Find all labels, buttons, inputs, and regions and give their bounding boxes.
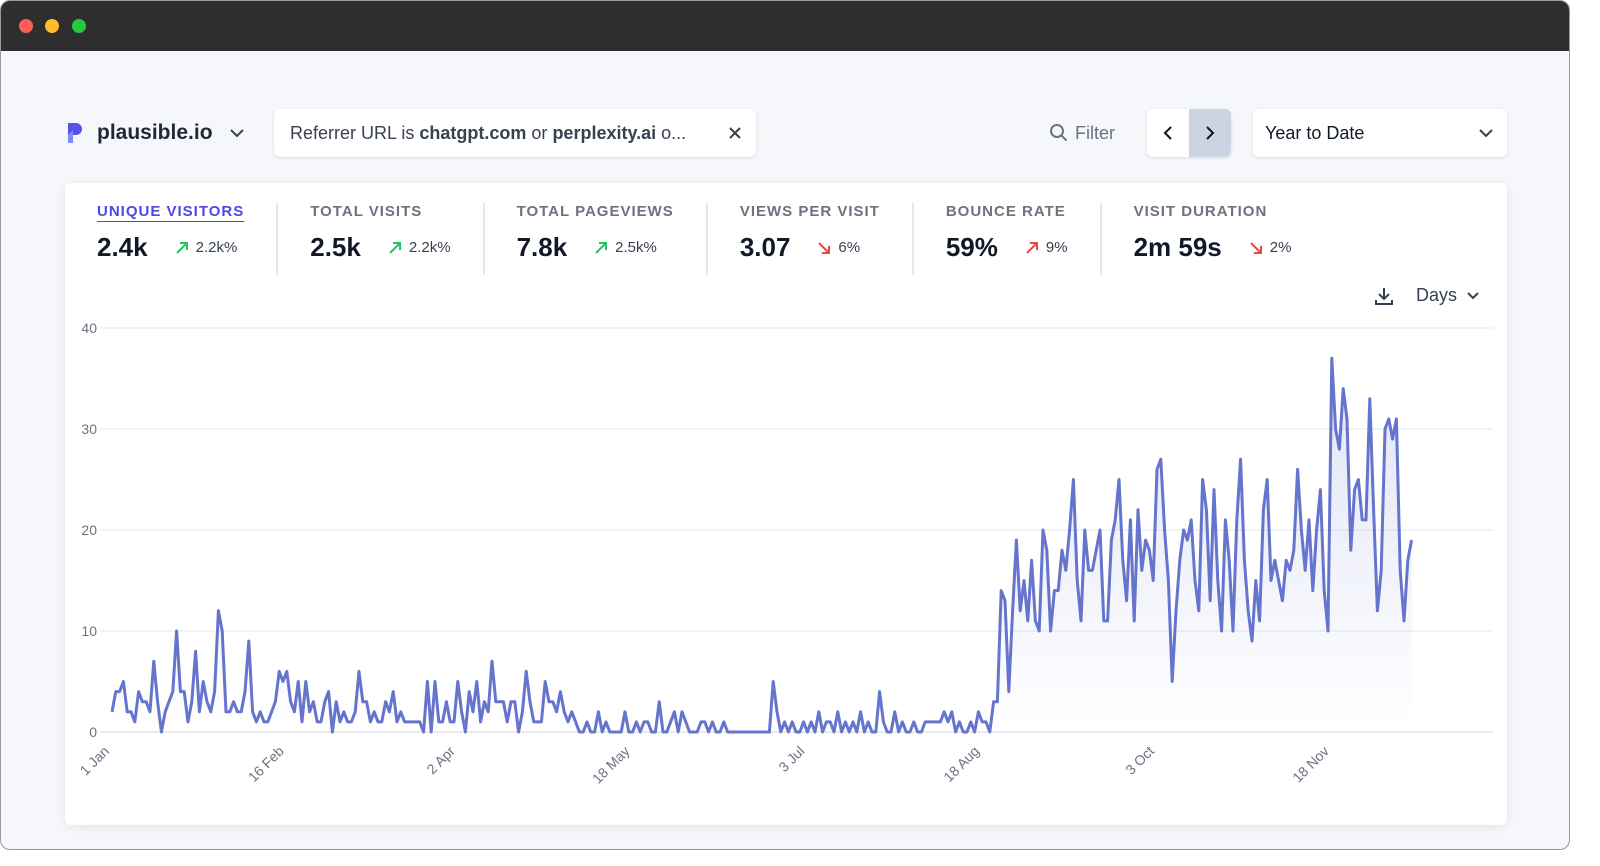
trend-arrow [818, 241, 831, 254]
metric[interactable]: TOTAL VISITS 2.5k 2.2k% [276, 203, 482, 275]
site-picker[interactable]: plausible.io [65, 109, 247, 157]
prev-icon [1163, 126, 1172, 140]
trend-arrow [389, 241, 401, 254]
arrow [595, 241, 608, 254]
metric[interactable]: VISIT DURATION 2m 59s 2% [1099, 203, 1324, 275]
metric-change: 2.5k% [593, 239, 657, 256]
change-value: 9% [1045, 239, 1068, 256]
x-tick-label: 18 Aug [940, 743, 982, 785]
site-name: plausible.io [97, 121, 213, 144]
period-picker[interactable]: Year to Date [1253, 109, 1507, 157]
x-tick-label: 1 Jan [77, 743, 113, 779]
logo [68, 123, 82, 143]
chevron [1467, 291, 1479, 299]
metric-label: TOTAL VISITS [310, 203, 423, 220]
arrow [1026, 241, 1038, 254]
title-bar [1, 1, 1569, 51]
arrow [818, 241, 831, 254]
interval-row: Days [1374, 285, 1481, 306]
next-icon [1206, 126, 1215, 140]
metrics: UNIQUE VISITORS 2.4k 2.2k% TOTAL VISITS 2.5k… [97, 203, 1323, 275]
metric-row: 3.07 6% [740, 232, 880, 263]
area [112, 358, 1412, 732]
metric-label: TOTAL PAGEVIEWS [516, 203, 674, 220]
filter-pill[interactable]: Referrer URL is chatgpt.com or perplexit… [274, 109, 756, 157]
y-tick-label: 30 [81, 421, 97, 437]
change-value: 2.2k% [195, 239, 238, 256]
next[interactable] [1189, 109, 1231, 157]
metric-value: 2.5k [310, 232, 361, 262]
remove-filter[interactable] [728, 126, 742, 140]
filter-text: Referrer URL is [290, 122, 415, 143]
minimize[interactable] [45, 19, 59, 33]
metric-change: 2% [1248, 239, 1292, 256]
prev[interactable] [1147, 109, 1189, 157]
period: Year to Date [1265, 122, 1365, 143]
metric-change: 2.2k% [174, 239, 238, 256]
metric-label: UNIQUE VISITORS [97, 203, 245, 220]
download[interactable] [1374, 286, 1394, 306]
change-value: 2% [1269, 239, 1292, 256]
y-tick-label: 20 [81, 522, 97, 538]
change-value: 6% [838, 239, 861, 256]
metric[interactable]: UNIQUE VISITORS 2.4k 2.2k% [97, 203, 276, 275]
interval[interactable]: Days [1415, 285, 1457, 305]
period-arrows [1147, 109, 1231, 157]
line [110, 356, 1414, 734]
metric-label: BOUNCE RATE [945, 203, 1066, 220]
arrow [1250, 241, 1262, 254]
chevron [229, 129, 244, 138]
change-value: 2.5k% [615, 239, 657, 256]
y-tick-label: 40 [81, 320, 97, 336]
search-icon [1050, 124, 1068, 142]
metric-row: 59% 9% [946, 232, 1068, 263]
metric-row: 2m 59s 2% [1134, 232, 1292, 263]
trend-arrow [1026, 241, 1038, 254]
y-tick-label: 10 [81, 623, 97, 639]
x-tick-label: 18 Nov [1289, 743, 1332, 786]
metric-change: 2.2k% [387, 239, 451, 256]
metric-change: 6% [816, 239, 860, 256]
change-value: 2.2k% [408, 239, 451, 256]
arrow [389, 241, 401, 254]
metric-label: VIEWS PER VISIT [739, 203, 880, 220]
metric-label: VISIT DURATION [1133, 203, 1268, 220]
chevron [1479, 129, 1493, 138]
trend-arrow [1250, 241, 1262, 254]
x-tick-label: 3 Oct [1122, 743, 1157, 778]
filter-text: perplexity.ai [552, 122, 657, 143]
zoom[interactable] [72, 19, 86, 33]
metric-value: 2m 59s [1133, 232, 1222, 262]
arrow [175, 241, 188, 254]
metric-value: 2.4k [97, 232, 148, 262]
metric-value: 3.07 [739, 232, 791, 262]
metric[interactable]: BOUNCE RATE 59% 9% [911, 203, 1100, 275]
filter-label: Filter [1075, 122, 1115, 143]
x-tick-label: 3 Jul [775, 743, 807, 775]
y-tick-label: 0 [89, 724, 97, 740]
close[interactable] [19, 19, 33, 33]
metric-value: 7.8k [516, 232, 568, 262]
filter-text: o... [661, 122, 687, 143]
metric-row: 7.8k 2.5k% [517, 232, 674, 263]
metric[interactable]: TOTAL PAGEVIEWS 7.8k 2.5k% [482, 203, 706, 275]
x-tick-label: 16 Feb [245, 743, 287, 785]
filter-button[interactable]: Filter [1049, 109, 1115, 157]
filter-text: chatgpt.com [419, 122, 527, 143]
metric-row: 2.4k 2.2k% [97, 232, 244, 263]
trend-arrow [595, 241, 608, 254]
metric-value: 59% [945, 232, 998, 262]
metric-row: 2.5k 2.2k% [310, 232, 450, 263]
metric-change: 9% [1024, 239, 1068, 256]
x-tick-label: 2 Apr [423, 743, 458, 778]
filter-text: or [531, 122, 548, 143]
x-tick-label: 18 May [589, 743, 633, 787]
trend-arrow [175, 241, 188, 254]
metric[interactable]: VIEWS PER VISIT 3.07 6% [705, 203, 912, 275]
